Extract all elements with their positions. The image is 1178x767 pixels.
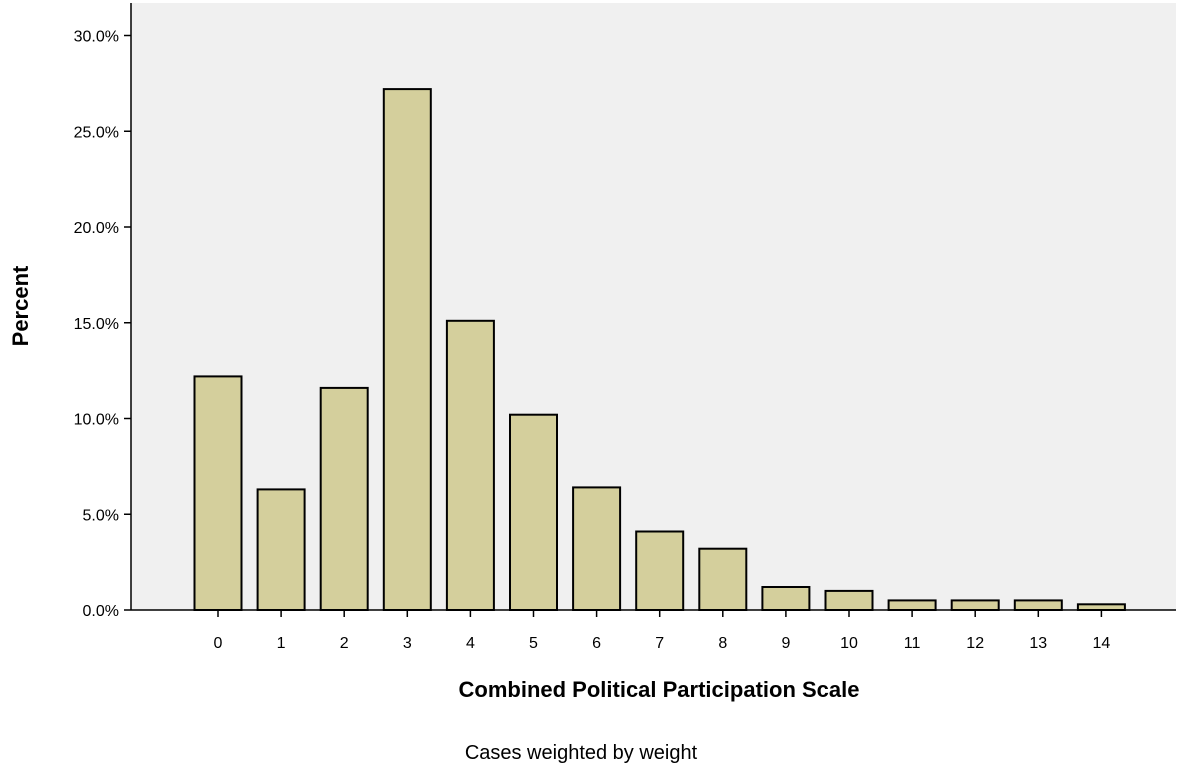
bar-7 [635, 530, 685, 611]
x-tick-label: 9 [781, 635, 790, 652]
bar-12 [950, 599, 1000, 612]
bar-5 [509, 413, 558, 612]
chart-footnote: Cases weighted by weight [465, 742, 698, 764]
x-tick-label: 3 [403, 635, 412, 652]
y-ticks: 0.0% 5.0% 10.0% 15.0% 20.0% 25.0% 30.0% [74, 29, 131, 620]
bar-10 [824, 589, 874, 612]
bar-3 [382, 88, 432, 612]
bar-8 [698, 547, 748, 612]
x-tick-label: 12 [966, 635, 984, 652]
bar-13 [1013, 599, 1063, 612]
x-ticks: 0 1 2 3 4 5 6 7 8 9 10 11 12 13 14 [214, 610, 1111, 652]
y-tick-label: 20.0% [74, 220, 119, 237]
x-tick-label: 4 [466, 635, 475, 652]
x-tick-label: 1 [277, 635, 286, 652]
bar-11 [887, 599, 937, 612]
bar-6 [572, 486, 622, 611]
x-tick-label: 5 [529, 635, 538, 652]
x-tick-label: 11 [904, 635, 921, 652]
bar-2 [319, 386, 369, 611]
y-tick-label: 30.0% [74, 29, 119, 46]
bar-0 [193, 375, 243, 611]
y-tick-label: 15.0% [74, 316, 119, 333]
bars [193, 88, 1126, 612]
bar-4 [445, 319, 495, 611]
x-tick-label: 8 [718, 635, 727, 652]
x-tick-label: 10 [840, 635, 858, 652]
x-tick-label: 14 [1093, 635, 1111, 652]
bar-1 [256, 488, 306, 611]
y-tick-label: 0.0% [83, 603, 119, 620]
x-tick-label: 7 [655, 635, 664, 652]
x-axis-title: Combined Political Participation Scale [459, 677, 860, 702]
x-tick-label: 0 [214, 635, 223, 652]
y-tick-label: 5.0% [83, 507, 119, 524]
x-tick-label: 2 [340, 635, 349, 652]
bar-14 [1076, 603, 1126, 611]
y-axis-title: Percent [8, 265, 33, 346]
y-tick-label: 10.0% [74, 412, 119, 429]
bar-9 [761, 586, 811, 611]
x-tick-label: 13 [1029, 635, 1047, 652]
y-tick-label: 25.0% [74, 124, 119, 141]
x-tick-label: 6 [592, 635, 601, 652]
